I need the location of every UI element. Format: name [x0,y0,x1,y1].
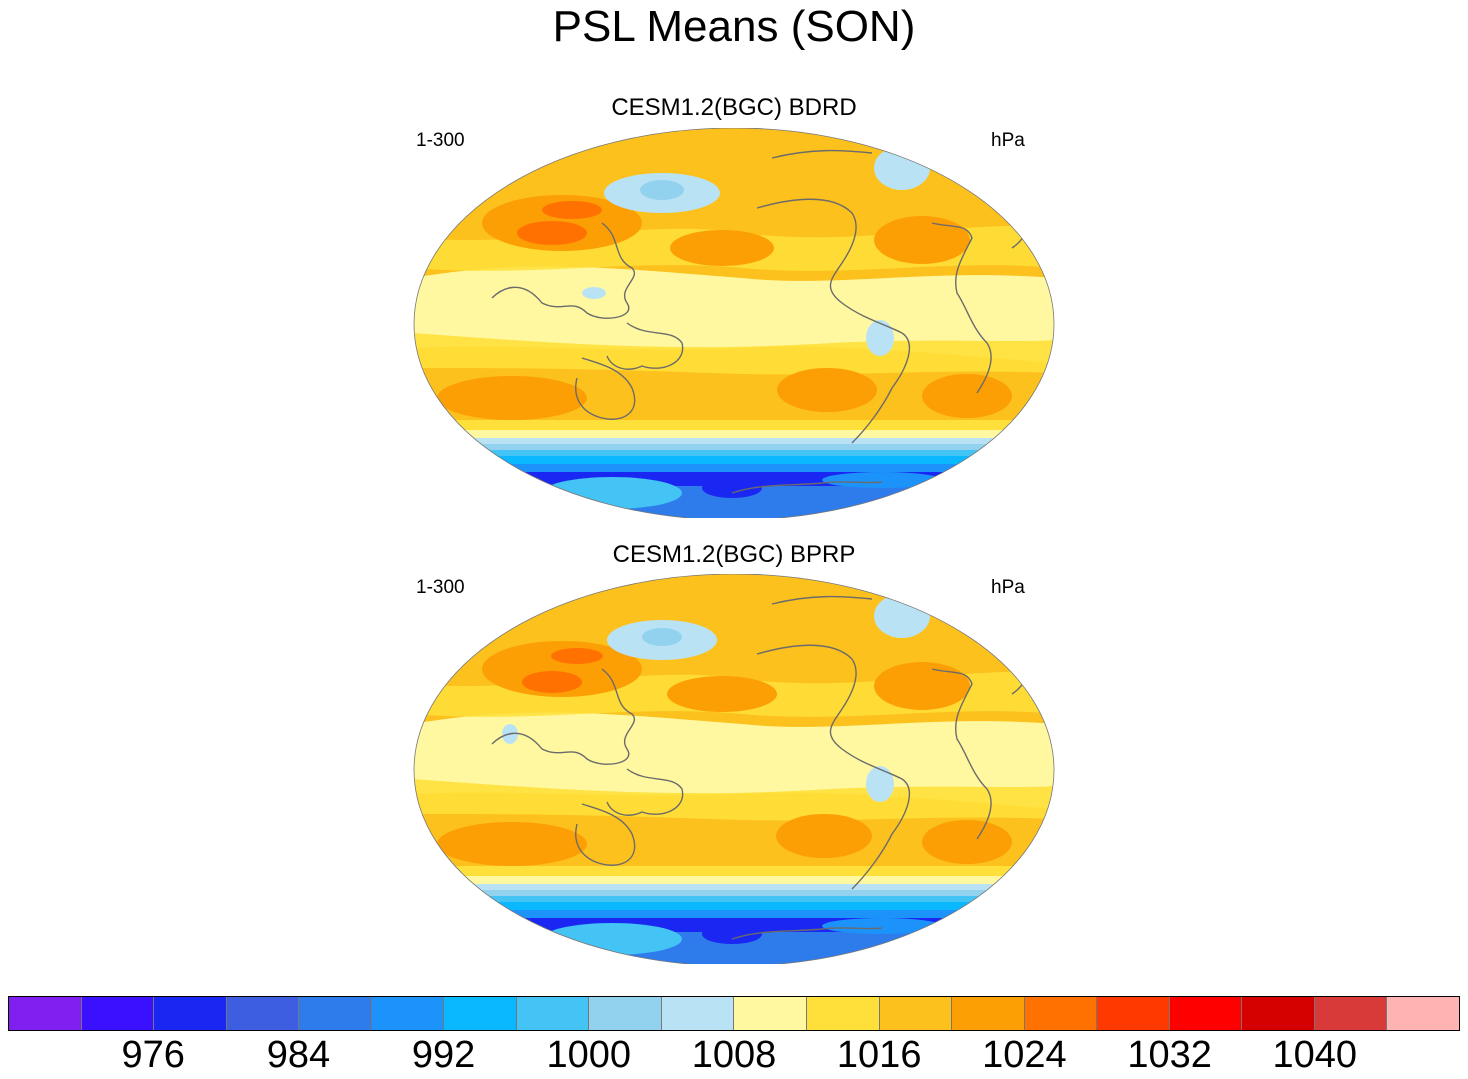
panel-1-map [412,128,1056,520]
colorbar-box [516,997,590,1030]
south-indian-high [437,822,587,866]
tropical-low-band [414,266,1054,363]
colorbar-box [879,997,953,1030]
colorbar-box [1097,997,1170,1030]
colorbar-box [1169,997,1243,1030]
tropical-low-band [414,712,1054,809]
panel-2-map [412,574,1056,966]
colorbar-tick-label: 976 [121,1034,185,1076]
colorbar-box [1242,997,1315,1030]
colorbar-box [299,997,372,1030]
colorbar-box [1314,997,1388,1030]
colorbar-box [81,997,155,1030]
south-atlantic-high [922,374,1012,418]
colorbar [8,996,1460,1031]
colorbar-tick-label: 984 [266,1034,331,1076]
south-pacific-high [777,368,877,412]
colorbar-tick-label: 1008 [691,1034,777,1076]
psl-map-bprp [413,574,1055,964]
panel-2-units-label: hPa [991,577,1025,598]
panel-1-units-label: hPa [991,130,1025,151]
panel-1-left-label: 1-300 [416,130,465,151]
colorbar-tick-label: 1016 [836,1034,922,1076]
colorbar-box [154,997,227,1030]
colorbar-box [444,997,517,1030]
north-pacific-high [670,230,774,266]
south-pacific-high [776,814,872,858]
colorbar-tick-label: 1000 [546,1034,632,1076]
colorbar-box [226,997,300,1030]
colorbar-box [952,997,1025,1030]
colorbar-box [1387,997,1459,1030]
colorbar-box [807,997,880,1030]
north-pacific-high [667,676,777,712]
colorbar-box [9,997,82,1030]
psl-map-bdrd [413,128,1055,518]
colorbar-box [589,997,662,1030]
colorbar-tick-label: 1024 [982,1034,1067,1076]
main-title: PSL Means (SON) [552,2,916,51]
colorbar-tick-label: 992 [411,1034,476,1076]
panel-2-left-label: 1-300 [416,577,465,598]
south-indian-high [437,376,587,420]
colorbar-box [371,997,445,1030]
antarctic-high [542,923,682,955]
colorbar-box [661,997,735,1030]
panel-1-title: CESM1.2(BGC) BDRD [611,94,857,121]
icelandic-low [874,146,930,190]
icelandic-low [874,594,930,638]
panel-2-title: CESM1.2(BGC) BPRP [612,541,856,568]
azores-high [874,662,970,710]
south-atlantic-high [922,820,1012,864]
azores-high [874,216,970,264]
colorbar-box [734,997,808,1030]
colorbar-tick-label: 1040 [1272,1034,1358,1076]
colorbar-box [1024,997,1098,1030]
colorbar-tick-label: 1032 [1127,1034,1212,1076]
antarctic-high [542,477,682,509]
